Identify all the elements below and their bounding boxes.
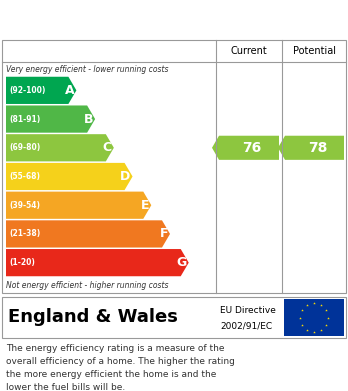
Polygon shape — [278, 136, 344, 160]
Polygon shape — [6, 220, 170, 248]
Polygon shape — [6, 163, 133, 190]
Polygon shape — [6, 106, 95, 133]
Text: C: C — [103, 141, 112, 154]
Polygon shape — [6, 134, 114, 161]
Text: Potential: Potential — [293, 46, 335, 56]
Polygon shape — [6, 77, 77, 104]
Text: Very energy efficient - lower running costs: Very energy efficient - lower running co… — [6, 65, 168, 74]
Text: 78: 78 — [308, 141, 327, 155]
Text: The energy efficiency rating is a measure of the
overall efficiency of a home. T: The energy efficiency rating is a measur… — [6, 344, 235, 391]
Polygon shape — [6, 192, 151, 219]
Text: Current: Current — [231, 46, 267, 56]
Text: (39-54): (39-54) — [9, 201, 40, 210]
Text: (81-91): (81-91) — [9, 115, 40, 124]
Text: Not energy efficient - higher running costs: Not energy efficient - higher running co… — [6, 282, 168, 291]
Text: D: D — [120, 170, 130, 183]
Bar — [284, 299, 344, 336]
Text: EU Directive: EU Directive — [220, 306, 276, 315]
Text: (21-38): (21-38) — [9, 230, 40, 239]
Text: 2002/91/EC: 2002/91/EC — [220, 321, 272, 330]
Text: A: A — [65, 84, 74, 97]
Polygon shape — [212, 136, 279, 160]
Text: Energy Efficiency Rating: Energy Efficiency Rating — [9, 10, 238, 28]
Polygon shape — [6, 249, 189, 276]
Text: England & Wales: England & Wales — [8, 308, 178, 326]
Text: F: F — [159, 228, 168, 240]
Text: (92-100): (92-100) — [9, 86, 45, 95]
Text: G: G — [176, 256, 187, 269]
Text: (69-80): (69-80) — [9, 143, 40, 152]
Text: B: B — [84, 113, 93, 126]
Text: (55-68): (55-68) — [9, 172, 40, 181]
Text: E: E — [141, 199, 149, 212]
Text: (1-20): (1-20) — [9, 258, 35, 267]
Text: 76: 76 — [242, 141, 262, 155]
